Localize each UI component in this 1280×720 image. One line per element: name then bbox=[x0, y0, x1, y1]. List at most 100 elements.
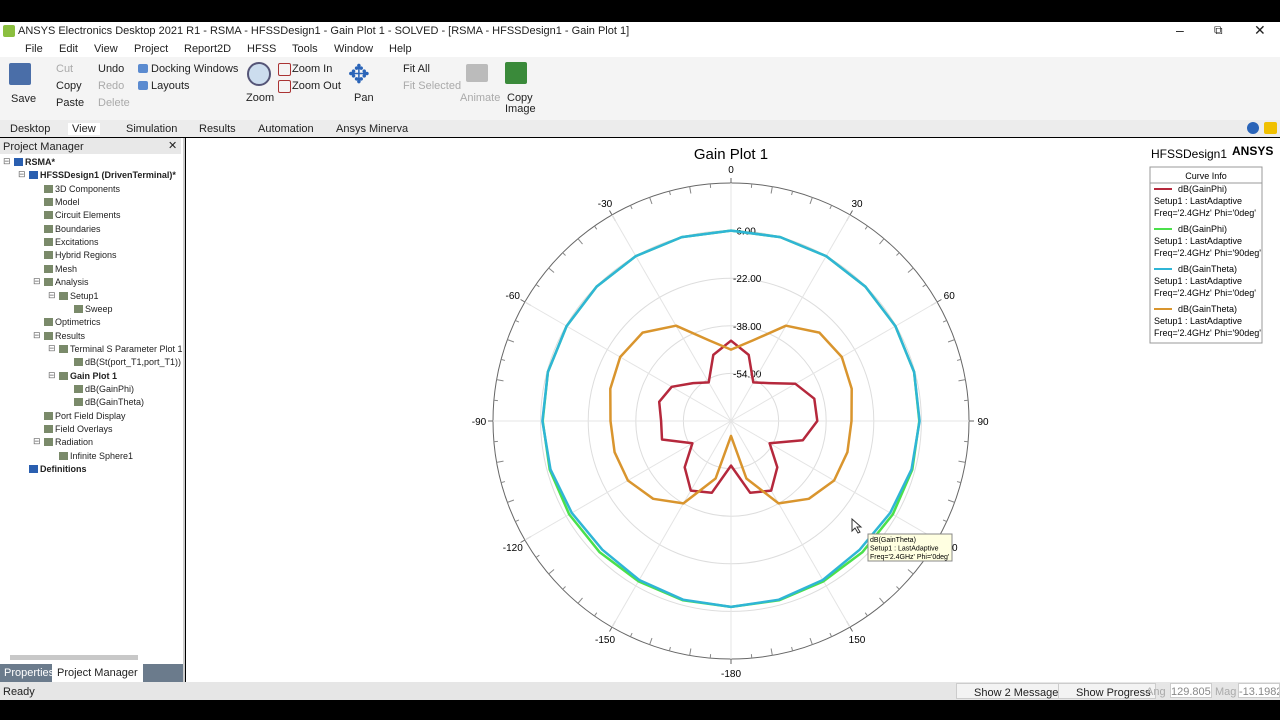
ribbon-tab[interactable]: View bbox=[68, 123, 100, 135]
menu-item[interactable]: Edit bbox=[59, 43, 78, 55]
tree-icon bbox=[29, 465, 38, 474]
copy-image-1[interactable]: Copy bbox=[507, 92, 533, 104]
copy-image-2[interactable]: Image bbox=[505, 103, 536, 115]
tree-item[interactable]: Setup1 bbox=[70, 290, 99, 301]
save[interactable]: Save bbox=[11, 93, 37, 105]
minor-tick bbox=[922, 284, 927, 288]
legend-name: dB(GainTheta) bbox=[1178, 304, 1237, 314]
fit-selected[interactable]: Fit Selected bbox=[403, 80, 462, 92]
restore[interactable]: ⧉ bbox=[1214, 23, 1223, 37]
tree-item[interactable]: RSMA* bbox=[25, 157, 56, 167]
minor-tick bbox=[548, 267, 555, 273]
panel-close[interactable]: ✕ bbox=[168, 140, 178, 152]
menu-item[interactable]: Report2D bbox=[184, 43, 232, 55]
minor-tick bbox=[864, 612, 868, 617]
minor-tick bbox=[770, 648, 773, 656]
docking-windows[interactable]: Docking Windows bbox=[151, 63, 239, 75]
tree-item[interactable]: Circuit Elements bbox=[55, 210, 121, 221]
legend-name: dB(GainPhi) bbox=[1178, 224, 1227, 234]
panel-tabs: Properties Project Manager bbox=[0, 664, 183, 682]
zoom-out[interactable]: Zoom Out bbox=[292, 80, 341, 92]
ribbon-tab[interactable]: Ansys Minerva bbox=[336, 123, 409, 135]
cut[interactable]: Cut bbox=[56, 63, 74, 75]
angle-tick-label: -120 bbox=[503, 543, 523, 554]
tree-item[interactable]: Model bbox=[55, 197, 80, 208]
tree-icon bbox=[74, 398, 83, 407]
menu-item[interactable]: Tools bbox=[292, 43, 318, 55]
expander[interactable]: ⊟ bbox=[3, 156, 11, 166]
legend-setup: Setup1 : LastAdaptive bbox=[1154, 236, 1242, 246]
minor-tick bbox=[515, 319, 520, 323]
zoom[interactable]: Zoom bbox=[246, 92, 275, 104]
tree-item[interactable]: Radiation bbox=[55, 437, 94, 448]
close[interactable]: ✕ bbox=[1254, 22, 1266, 38]
menu-item[interactable]: HFSS bbox=[247, 43, 277, 55]
expander[interactable]: ⊟ bbox=[48, 369, 56, 380]
tree-item[interactable]: Field Overlays bbox=[55, 424, 113, 434]
fit-all[interactable]: Fit All bbox=[403, 63, 430, 75]
menu-item[interactable]: File bbox=[25, 43, 43, 55]
legend-variation: Freq='2.4GHz' Phi='90deg' bbox=[1154, 328, 1261, 338]
copy[interactable]: Copy bbox=[56, 80, 82, 92]
messages[interactable]: Show 2 Messages bbox=[956, 683, 1069, 699]
expander[interactable]: ⊟ bbox=[33, 276, 41, 287]
tree-item[interactable]: Mesh bbox=[55, 263, 78, 274]
tree-item[interactable]: Hybrid Regions bbox=[55, 250, 117, 261]
pan[interactable]: Pan bbox=[354, 92, 374, 104]
tab-project-manager[interactable]: Project Manager bbox=[52, 664, 143, 682]
tree-item[interactable]: Gain Plot 1 bbox=[70, 370, 118, 381]
ribbon-tab[interactable]: Simulation bbox=[126, 123, 178, 135]
minor-tick bbox=[958, 379, 966, 382]
layouts[interactable]: Layouts bbox=[151, 80, 190, 92]
tree-item[interactable]: dB(GainPhi) bbox=[85, 383, 135, 394]
expander[interactable]: ⊟ bbox=[33, 329, 41, 340]
tab-properties[interactable]: Properties bbox=[4, 667, 55, 679]
delete[interactable]: Delete bbox=[98, 97, 130, 109]
paste[interactable]: Paste bbox=[56, 97, 85, 109]
tree-icon bbox=[44, 425, 53, 433]
menu-bar: File Edit View Project Report2D HFSS Tools Wind… bbox=[0, 40, 1280, 57]
ribbon-tab[interactable]: Automation bbox=[258, 123, 314, 135]
tree-item[interactable]: Analysis bbox=[55, 277, 89, 288]
tree-item[interactable]: Definitions bbox=[40, 464, 87, 475]
tree-icon bbox=[59, 451, 68, 460]
tree-item[interactable]: dB(GainTheta) bbox=[85, 397, 145, 408]
tree-item[interactable]: Port Field Display bbox=[55, 410, 126, 421]
mag-value: -13.1982 bbox=[1238, 683, 1280, 698]
expander[interactable]: ⊟ bbox=[33, 436, 41, 447]
ribbon-tab[interactable]: Desktop bbox=[10, 123, 51, 135]
minor-tick bbox=[629, 632, 633, 637]
grid-spoke bbox=[524, 301, 732, 422]
tree-item[interactable]: 3D Components bbox=[55, 183, 121, 194]
tree-item[interactable]: Infinite Sphere1 bbox=[70, 450, 134, 461]
expander[interactable]: ⊟ bbox=[48, 289, 56, 300]
animate[interactable]: Animate bbox=[460, 92, 501, 104]
menu-item[interactable]: View bbox=[94, 43, 118, 55]
minimize[interactable]: – bbox=[1176, 22, 1184, 38]
tree-item[interactable]: HFSSDesign1 (DrivenTerminal)* bbox=[40, 170, 176, 181]
tree-item[interactable]: Optimetrics bbox=[55, 317, 101, 328]
ribbon-tab[interactable]: Results bbox=[199, 123, 236, 135]
progress[interactable]: Show Progress bbox=[1058, 683, 1156, 699]
expander[interactable]: ⊟ bbox=[18, 169, 26, 180]
tree-item[interactable]: Boundaries bbox=[55, 223, 101, 234]
grid-spoke bbox=[730, 214, 851, 422]
menu-item[interactable]: Help bbox=[389, 43, 412, 55]
undo[interactable]: Undo bbox=[98, 63, 125, 75]
status-bar: Ready Show 2 Messages Show Progress Ang … bbox=[0, 682, 1280, 700]
expander[interactable]: ⊟ bbox=[48, 342, 56, 353]
zoom-in[interactable]: Zoom In bbox=[292, 63, 333, 75]
menu-item[interactable]: Project bbox=[134, 43, 169, 55]
tree-item[interactable]: Results bbox=[55, 330, 86, 341]
minor-tick bbox=[577, 238, 583, 245]
tree-item[interactable]: dB(St(port_T1,port_T1)) bbox=[85, 357, 182, 368]
minor-tick bbox=[535, 284, 540, 288]
tree-item[interactable]: Sweep bbox=[85, 303, 113, 314]
menu-item[interactable]: Window bbox=[334, 43, 374, 55]
tree-item[interactable]: Excitations bbox=[55, 237, 99, 248]
tree-item[interactable]: Terminal S Parameter Plot 1 bbox=[70, 343, 183, 354]
angle-tick-label: -150 bbox=[595, 635, 615, 646]
redo[interactable]: Redo bbox=[98, 80, 125, 92]
minor-tick bbox=[594, 612, 598, 617]
